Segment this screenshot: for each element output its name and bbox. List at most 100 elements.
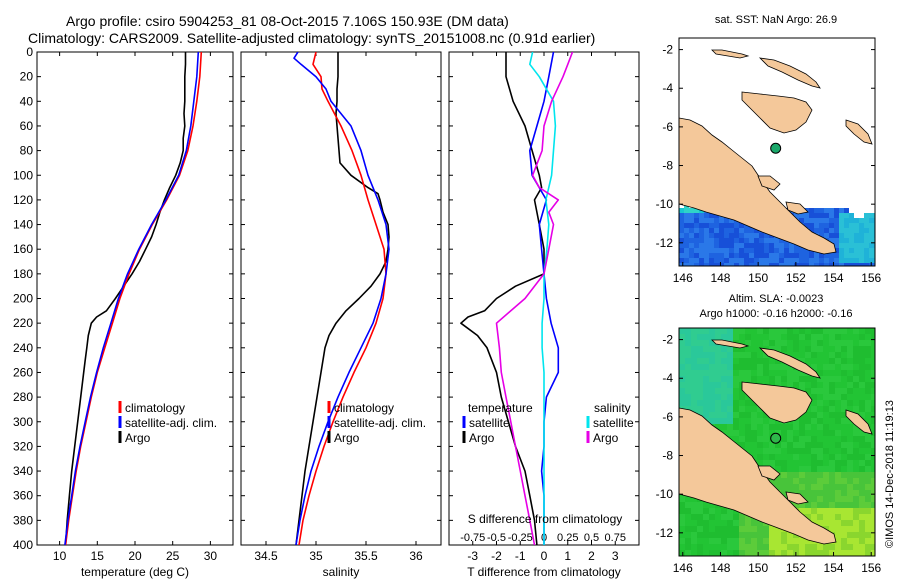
sla-cell (823, 454, 829, 460)
sla-cell (679, 334, 685, 340)
sla-cell (823, 466, 829, 472)
sla-cell (721, 526, 727, 532)
series-line-temp_sat_diff (528, 52, 560, 545)
x-tick-label: 0 (541, 549, 548, 563)
legend-title-temperature: temperature (468, 401, 533, 415)
sla-cell (865, 544, 871, 550)
sst-cell (769, 258, 774, 263)
sla-cell (853, 490, 859, 496)
sla-cell (847, 394, 853, 400)
sst-cell (704, 233, 709, 238)
sst-cell (804, 223, 809, 228)
y-tick-label: 100 (13, 168, 33, 182)
map-y-tick-label: -6 (662, 410, 673, 424)
sst-cell (854, 248, 859, 253)
sla-cell (811, 508, 817, 514)
sst-cell (709, 233, 714, 238)
sla-cell (835, 520, 841, 526)
map-x-tick-label: 150 (748, 271, 768, 285)
sla-cell (865, 382, 871, 388)
sla-cell (829, 496, 835, 502)
sst-cell (804, 218, 809, 223)
sla-cell (817, 406, 823, 412)
sla-cell (835, 508, 841, 514)
sst-map-axes: 146 148 150 152 154 156 -2 -4 -6 -8 -10 -12 (656, 43, 882, 285)
sla-cell (811, 376, 817, 382)
sst-cell (754, 233, 759, 238)
sla-cell (793, 478, 799, 484)
sla-cell (865, 418, 871, 424)
sla-cell (841, 442, 847, 448)
sla-cell (685, 400, 691, 406)
sla-cell (859, 376, 865, 382)
sla-cell (787, 328, 793, 334)
sla-cell (781, 460, 787, 466)
sla-cell (721, 520, 727, 526)
sla-cell (775, 478, 781, 484)
sst-cell (849, 253, 854, 258)
sla-cell (799, 334, 805, 340)
sst-cell (824, 223, 829, 228)
sla-cell (859, 454, 865, 460)
sla-cell (763, 412, 769, 418)
sla-cell (691, 406, 697, 412)
sla-cell (829, 412, 835, 418)
sst-cell (769, 263, 774, 266)
series-line-argo_sal_diff (495, 52, 574, 545)
sla-cell (805, 472, 811, 478)
sla-cell (679, 502, 685, 508)
y-tick-label: 340 (13, 464, 33, 478)
sst-cell (714, 258, 719, 263)
sla-cell (703, 532, 709, 538)
sst-cell (864, 263, 869, 266)
sst-cell (824, 263, 829, 266)
x-tick-label: 2 (588, 549, 595, 563)
new-ireland-land (758, 347, 821, 379)
sla-cell (757, 358, 763, 364)
sla-cell (811, 448, 817, 454)
sst-cell (709, 213, 714, 218)
new-britain-land (741, 91, 813, 134)
sla-cell (859, 514, 865, 520)
sla-cell (781, 448, 787, 454)
sla-cell (853, 436, 859, 442)
sla-cell (757, 340, 763, 346)
sla-cell (799, 436, 805, 442)
sla-cell (811, 454, 817, 460)
x-tick-label: 20 (128, 549, 142, 563)
sla-cell (817, 442, 823, 448)
sst-cell (749, 238, 754, 243)
sla-cell (751, 352, 757, 358)
series-line-argo (460, 52, 545, 545)
sla-cell (859, 502, 865, 508)
sla-cell (751, 424, 757, 430)
sla-cell (865, 406, 871, 412)
sst-cell (704, 228, 709, 233)
sst-cell (724, 248, 729, 253)
sla-cell (817, 496, 823, 502)
sla-cell (775, 376, 781, 382)
sst-cell (739, 223, 744, 228)
sla-cell (733, 544, 739, 550)
sla-cell (805, 490, 811, 496)
sst-cell (744, 253, 749, 258)
sla-cell (847, 472, 853, 478)
sla-cell (775, 328, 781, 334)
sst-cell (814, 213, 819, 218)
sst-cell (854, 238, 859, 243)
sla-cell (871, 352, 875, 358)
sla-cell (811, 442, 817, 448)
temperature-legend: climatology satellite-adj. clim. Argo (118, 401, 217, 445)
sst-cell (769, 243, 774, 248)
sst-cell (774, 263, 779, 266)
sst-cell (749, 233, 754, 238)
sla-cell (799, 538, 805, 544)
sst-cell (714, 233, 719, 238)
sla-cell (805, 346, 811, 352)
sst-cell (714, 223, 719, 228)
sla-cell (745, 424, 751, 430)
sla-cell (751, 400, 757, 406)
sla-cell (817, 364, 823, 370)
sst-cell (684, 213, 689, 218)
sla-cell (793, 472, 799, 478)
